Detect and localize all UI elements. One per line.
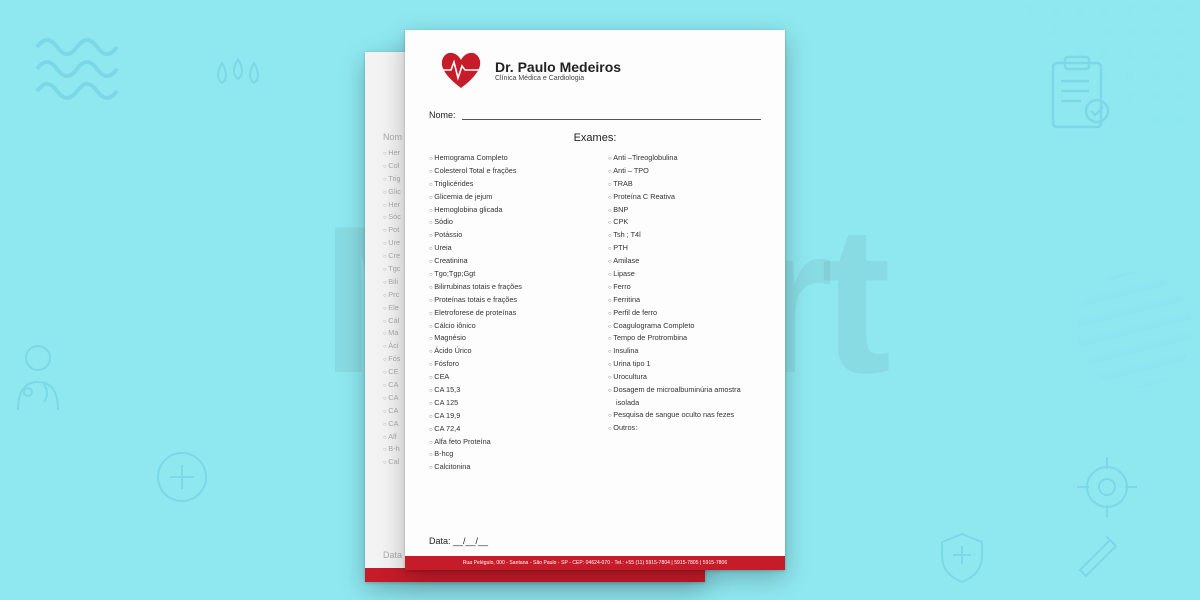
exam-item: Pesquisa de sangue oculto nas fezes <box>608 409 761 422</box>
shield-plus-icon <box>935 530 990 585</box>
exam-item: Urocultura <box>608 371 761 384</box>
exam-item: CA 125 <box>429 397 582 410</box>
exam-item: Perfil de ferro <box>608 307 761 320</box>
exam-item: CPK <box>608 216 761 229</box>
footer-bar: Rua Pelégulo, 000 - Santana - São Paulo … <box>405 556 785 570</box>
exam-item: Lipase <box>608 268 761 281</box>
exam-item: Amilase <box>608 255 761 268</box>
exam-item: Tsh ; T4l <box>608 229 761 242</box>
exam-item: Anti – TPO <box>608 165 761 178</box>
exam-item: Potássio <box>429 229 582 242</box>
exam-item: Tempo de Protrombina <box>608 332 761 345</box>
exam-item: TRAB <box>608 178 761 191</box>
heart-ecg-logo <box>439 50 483 90</box>
exam-item: Proteínas totais e frações <box>429 294 582 307</box>
exam-item: Ferro <box>608 281 761 294</box>
exam-item: Outros: <box>608 422 761 435</box>
exam-item: Tgo;Tgp;Ggt <box>429 268 582 281</box>
prescription-page-front: Dr. Paulo Medeiros Clínica Médica e Card… <box>405 30 785 570</box>
exam-item: Anti –Tireoglobulina <box>608 152 761 165</box>
exam-item: CA 15,3 <box>429 384 582 397</box>
exam-item: Cálcio iônico <box>429 320 582 333</box>
doctor-icon <box>8 340 68 415</box>
crosshair-target-icon <box>1075 455 1140 520</box>
blood-drops-icon <box>210 55 265 100</box>
exam-item: Hemoglobina glicada <box>429 204 582 217</box>
exam-item: PTH <box>608 242 761 255</box>
exam-item: Proteína C Reativa <box>608 191 761 204</box>
exam-item: Calcitonina <box>429 461 582 474</box>
exam-item: Ferritina <box>608 294 761 307</box>
exam-item: CEA <box>429 371 582 384</box>
wavy-lines-decoration <box>35 35 130 105</box>
exam-item: Insulina <box>608 345 761 358</box>
exam-item: B-hcg <box>429 448 582 461</box>
exam-item: Ureia <box>429 242 582 255</box>
exam-item: Colesterol Total e frações <box>429 165 582 178</box>
exam-item: Triglicérides <box>429 178 582 191</box>
doctor-subtitle: Clínica Médica e Cardiologia <box>495 75 621 82</box>
exam-column-left: Hemograma CompletoColesterol Total e fra… <box>429 152 582 526</box>
exam-item: Bilirrubinas totais e frações <box>429 281 582 294</box>
back-name-label: Nom <box>383 132 402 142</box>
doctor-name: Dr. Paulo Medeiros <box>495 59 621 75</box>
exam-item: Coagulograma Completo <box>608 320 761 333</box>
patient-name-row: Nome: <box>429 110 761 120</box>
exam-item: Urina tipo 1 <box>608 358 761 371</box>
exam-item: Creatinina <box>429 255 582 268</box>
plus-in-circle-icon <box>155 450 210 505</box>
date-row: Data: __/__/__ <box>429 536 761 546</box>
exam-columns: Hemograma CompletoColesterol Total e fra… <box>429 152 761 526</box>
exam-item: Fósforo <box>429 358 582 371</box>
back-date-label: Data <box>383 550 402 560</box>
exam-item: Alfa feto Proteína <box>429 436 582 449</box>
exam-item: Sódio <box>429 216 582 229</box>
exam-column-right: Anti –TireoglobulinaAnti – TPOTRABProteí… <box>608 152 761 526</box>
exam-item: BNP <box>608 204 761 217</box>
exam-item: Eletroforese de proteínas <box>429 307 582 320</box>
letterhead: Dr. Paulo Medeiros Clínica Médica e Card… <box>439 50 761 90</box>
exam-item: Magnésio <box>429 332 582 345</box>
exam-item: Dosagem de microalbuminúria amostra isol… <box>608 384 761 409</box>
exam-item: CA 19,9 <box>429 410 582 423</box>
name-line <box>462 110 761 120</box>
exam-item: Hemograma Completo <box>429 152 582 165</box>
striped-circle-decoration <box>1075 270 1195 390</box>
section-title: Exames: <box>429 132 761 144</box>
clipboard-check-icon <box>1045 55 1115 135</box>
pen-icon <box>1070 525 1125 580</box>
exam-item: Glicemia de jejum <box>429 191 582 204</box>
exam-item: CA 72,4 <box>429 423 582 436</box>
name-label: Nome: <box>429 110 456 120</box>
exam-item: Ácido Úrico <box>429 345 582 358</box>
